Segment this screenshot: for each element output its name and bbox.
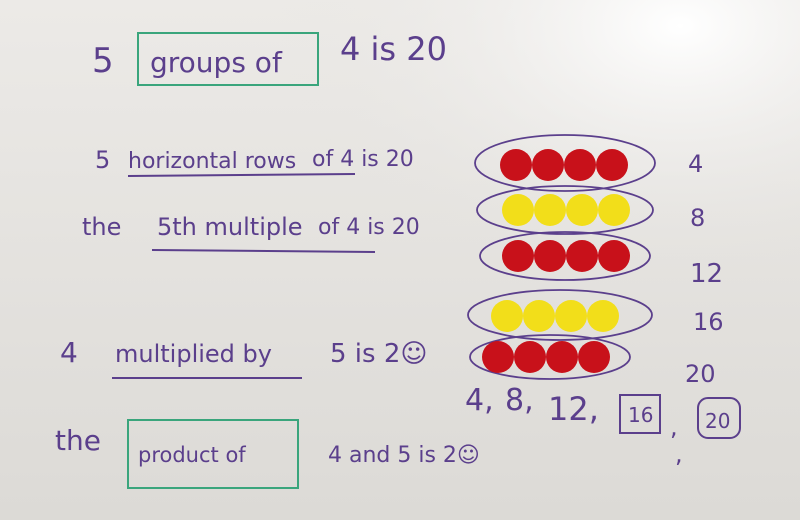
svg-text:5: 5: [92, 41, 114, 81]
svg-text:the: the: [55, 424, 101, 457]
svg-text:4 and 5 is 2☺: 4 and 5 is 2☺: [328, 443, 480, 468]
green-box: [137, 32, 319, 86]
row-circle: [467, 289, 653, 341]
svg-text:16: 16: [628, 403, 653, 427]
running-totals: 4 8 12 16 20: [685, 150, 724, 388]
svg-text:the: the: [82, 213, 121, 241]
yellow-counter: [523, 300, 555, 332]
svg-text:,: ,: [675, 440, 683, 468]
svg-text:4 is 20: 4 is 20: [340, 30, 447, 68]
row-circle: [476, 185, 654, 235]
yellow-counter: [555, 300, 587, 332]
svg-text:of 4 is 20: of 4 is 20: [312, 147, 414, 172]
red-counter: [598, 240, 630, 272]
svg-text:horizontal rows: horizontal rows: [128, 149, 296, 174]
underline: [151, 249, 376, 253]
green-box: [127, 419, 299, 489]
red-counter: [566, 240, 598, 272]
red-counter: [482, 341, 514, 373]
line-product-of: the product of 4 and 5 is 2☺: [55, 419, 480, 489]
svg-text:5: 5: [95, 146, 110, 174]
red-counter: [534, 240, 566, 272]
row-circle: [479, 231, 651, 281]
svg-text:12,: 12,: [548, 390, 599, 428]
svg-text:16: 16: [693, 308, 724, 336]
svg-text:5th multiple: 5th multiple: [157, 213, 303, 241]
svg-text:20: 20: [705, 409, 730, 433]
red-counter: [596, 149, 628, 181]
svg-text:8,: 8,: [505, 383, 534, 418]
yellow-counter: [491, 300, 523, 332]
red-counter: [532, 149, 564, 181]
svg-text:4: 4: [688, 150, 703, 178]
line-multiplied-by: 4 multiplied by 5 is 2☺: [60, 336, 428, 379]
svg-text:8: 8: [690, 204, 705, 232]
red-counter: [514, 341, 546, 373]
svg-text:,: ,: [670, 413, 678, 441]
svg-text:groups of: groups of: [150, 46, 283, 79]
yellow-counter: [587, 300, 619, 332]
red-counter: [502, 240, 534, 272]
multiples-sequence: 4, 8, 12, 16 , 20 ,: [465, 383, 741, 468]
yellow-counter: [598, 194, 630, 226]
svg-text:20: 20: [685, 360, 716, 388]
red-counter: [578, 341, 610, 373]
yellow-counter: [534, 194, 566, 226]
svg-text:4: 4: [60, 336, 78, 369]
svg-text:4,: 4,: [465, 383, 494, 418]
yellow-counter: [566, 194, 598, 226]
box-20: [697, 397, 741, 439]
counter-array: [467, 134, 656, 380]
yellow-counter: [502, 194, 534, 226]
svg-text:multiplied by: multiplied by: [115, 340, 272, 368]
red-counter: [500, 149, 532, 181]
svg-text:12: 12: [690, 259, 723, 289]
row-circle: [474, 134, 656, 192]
svg-text:5 is 2☺: 5 is 2☺: [330, 339, 428, 369]
line-groups-of: 5 groups of 4 is 20: [92, 30, 447, 86]
box-16: [619, 394, 661, 434]
row-circle: [469, 334, 631, 380]
svg-text:product of: product of: [138, 443, 246, 467]
underline: [127, 173, 356, 177]
red-counter: [546, 341, 578, 373]
red-counter: [564, 149, 596, 181]
svg-text:of 4 is 20: of 4 is 20: [318, 215, 420, 240]
line-horizontal-rows: 5 horizontal rows of 4 is 20: [95, 146, 414, 177]
line-5th-multiple: the 5th multiple of 4 is 20: [82, 213, 420, 253]
